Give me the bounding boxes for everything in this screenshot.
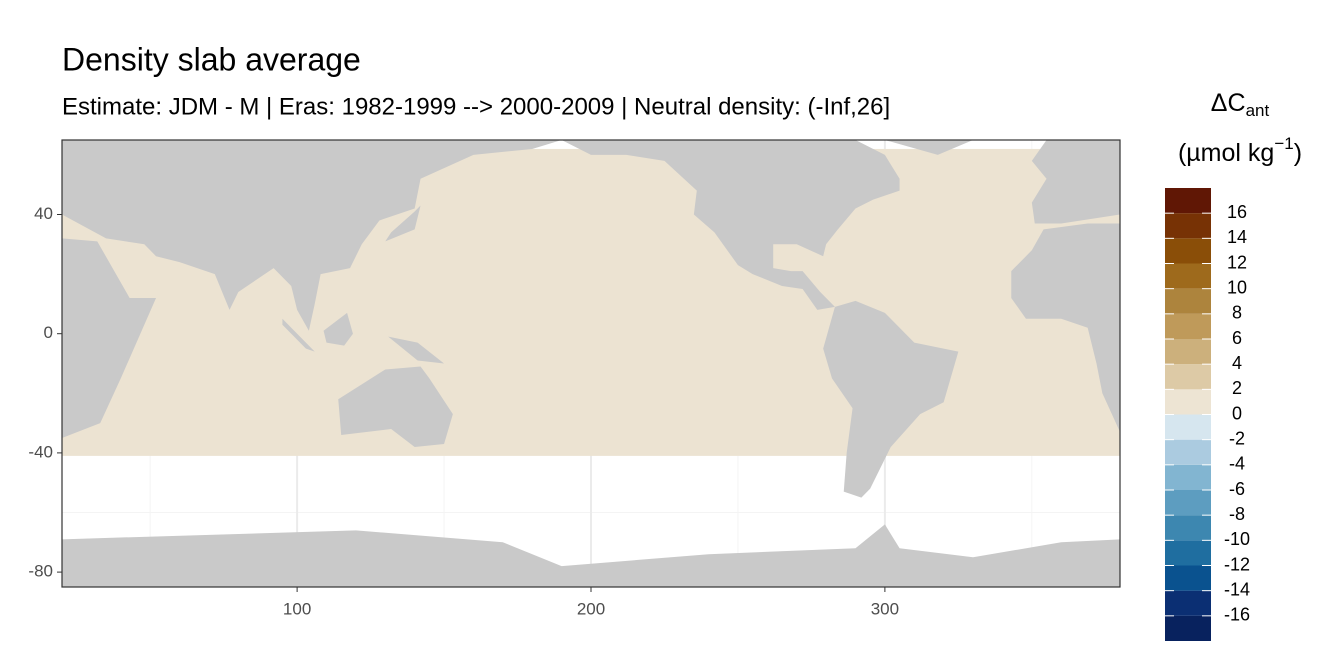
land	[323, 312, 353, 346]
legend-label: 4	[1232, 353, 1242, 373]
legend-unit-main: (µmol kg	[1178, 139, 1274, 167]
legend-swatch	[1165, 590, 1211, 616]
legend-swatch	[1165, 389, 1211, 415]
legend-title-sub: ant	[1246, 101, 1270, 120]
legend-swatch	[1165, 515, 1211, 541]
legend-swatch	[1165, 313, 1211, 339]
land	[62, 140, 562, 331]
legend-swatch	[1165, 439, 1211, 465]
land	[561, 140, 900, 310]
land	[62, 238, 157, 438]
legend-swatch	[1165, 540, 1211, 566]
legend-label: -4	[1229, 454, 1245, 474]
legend-label: 16	[1227, 202, 1247, 222]
legend-swatch	[1165, 213, 1211, 239]
land	[385, 205, 421, 242]
land	[1031, 140, 1120, 224]
land	[1011, 223, 1120, 433]
legend-label: -16	[1224, 605, 1250, 625]
legend-unit-sup: −1	[1274, 134, 1293, 153]
legend-label: 10	[1227, 277, 1247, 297]
y-tick-label: -80	[28, 562, 53, 581]
chart-title: Density slab average	[62, 41, 361, 77]
legend-label: 0	[1232, 403, 1242, 423]
legend-label: 6	[1232, 328, 1242, 348]
legend-label: -8	[1229, 504, 1245, 524]
legend-label: -6	[1229, 479, 1245, 499]
legend-swatch	[1165, 464, 1211, 490]
land	[823, 300, 959, 498]
legend-swatch	[1165, 188, 1211, 214]
land	[282, 318, 315, 352]
x-tick-label: 300	[871, 599, 899, 618]
legend-swatch	[1165, 364, 1211, 390]
legend-label: 8	[1232, 303, 1242, 323]
legend-swatch	[1165, 339, 1211, 365]
legend-unit-close: )	[1294, 139, 1302, 167]
y-tick-label: -40	[28, 442, 53, 461]
legend-title: ΔCant	[1211, 89, 1270, 121]
y-tick-label: 0	[44, 323, 53, 342]
land	[388, 336, 445, 364]
legend-swatch	[1165, 263, 1211, 289]
legend-swatch	[1165, 490, 1211, 516]
legend-swatch	[1165, 288, 1211, 314]
x-tick-label: 100	[283, 599, 311, 618]
land	[62, 524, 1120, 587]
legend-label: 12	[1227, 252, 1247, 272]
legend-label: 14	[1227, 227, 1247, 247]
y-tick-label: 40	[34, 204, 53, 223]
legend-label: -2	[1229, 428, 1245, 448]
x-tick-label: 200	[577, 599, 605, 618]
legend-label: -10	[1224, 529, 1250, 549]
chart-subtitle: Estimate: JDM - M | Eras: 1982-1999 --> …	[62, 93, 890, 120]
legend-label: -12	[1224, 554, 1250, 574]
legend-title-main: ΔC	[1211, 89, 1246, 117]
land	[338, 366, 453, 447]
legend-label: 2	[1232, 378, 1242, 398]
land	[884, 140, 974, 155]
legend-unit: (µmol kg−1)	[1178, 134, 1302, 166]
legend-swatch	[1165, 615, 1211, 641]
legend-swatch	[1165, 565, 1211, 591]
legend-swatch	[1165, 414, 1211, 440]
legend-swatch	[1165, 238, 1211, 264]
legend-label: -14	[1224, 579, 1250, 599]
